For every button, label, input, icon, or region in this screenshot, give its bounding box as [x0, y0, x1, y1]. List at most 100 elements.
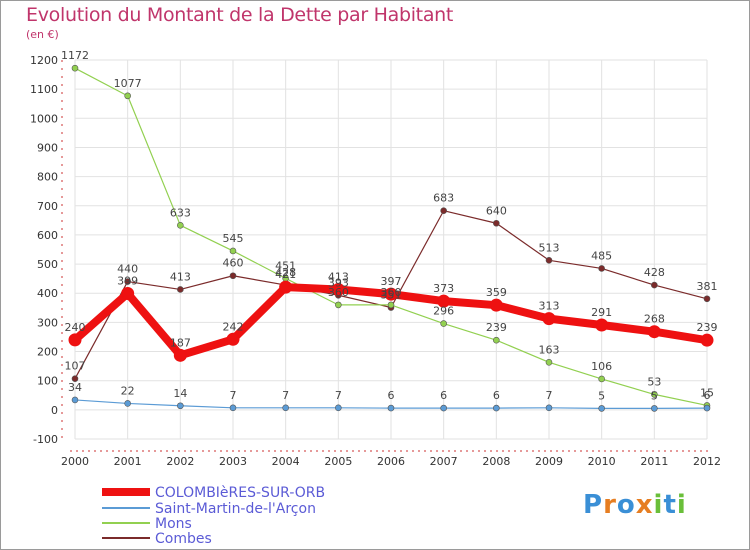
data-label: 7 [230, 389, 237, 402]
data-point [595, 318, 609, 332]
data-label: 6 [704, 389, 711, 402]
data-label: 240 [65, 321, 86, 334]
data-label: 239 [486, 321, 507, 334]
data-point [71, 396, 79, 404]
data-point [335, 404, 342, 412]
data-point [177, 286, 184, 293]
data-point [703, 404, 711, 412]
x-tick-label: 2006 [377, 455, 405, 468]
y-tick-label: 900 [37, 141, 58, 154]
data-point [489, 298, 503, 312]
legend-label: COLOMBIèRES-SUR-ORB [155, 485, 325, 501]
legend-label: Mons [155, 516, 192, 532]
data-label: 413 [328, 270, 349, 283]
data-label: 359 [486, 286, 507, 299]
data-point [493, 404, 500, 412]
data-label: 242 [223, 320, 244, 333]
data-point [387, 301, 395, 309]
x-tick-label: 2012 [693, 455, 721, 468]
data-point [173, 348, 187, 362]
data-label: 163 [539, 343, 560, 356]
data-point [68, 333, 82, 347]
data-point [226, 332, 240, 346]
chart-subtitle: (en €) [26, 28, 59, 41]
data-label: 1077 [114, 77, 142, 90]
data-label: 296 [433, 305, 454, 318]
data-label: 22 [121, 384, 135, 397]
data-label: 268 [644, 313, 665, 326]
data-point [545, 359, 553, 366]
y-tick-label: 1000 [30, 112, 58, 125]
data-label: 683 [433, 192, 454, 205]
data-label: 6 [388, 389, 395, 402]
y-tick-label: 1200 [30, 54, 58, 67]
data-point [703, 295, 711, 303]
data-label: 633 [170, 206, 191, 219]
data-label: 5 [598, 389, 605, 402]
data-label: 7 [546, 389, 553, 402]
data-point [124, 278, 131, 285]
legend-label: Combes [155, 531, 212, 547]
data-label: 187 [170, 336, 191, 349]
data-label: 545 [223, 232, 244, 245]
proxiti-logo: Proxiti [583, 490, 687, 520]
logo-letter: i [653, 490, 664, 520]
data-label: 106 [591, 360, 612, 373]
data-label: 1172 [61, 49, 89, 62]
x-tick-label: 2011 [640, 455, 668, 468]
data-point [437, 294, 451, 308]
data-point [279, 280, 293, 294]
data-label: 5 [651, 389, 658, 402]
data-label: 381 [697, 280, 718, 293]
data-label: 313 [539, 300, 560, 313]
data-point [493, 336, 500, 344]
data-label: 360 [381, 286, 402, 299]
data-label: 640 [486, 204, 507, 217]
data-label: 7 [335, 389, 342, 402]
data-point [651, 391, 658, 398]
data-label: 373 [433, 282, 454, 295]
data-point [542, 312, 556, 326]
data-point [440, 404, 447, 412]
y-tick-label: 700 [37, 200, 58, 213]
x-tick-label: 2005 [324, 455, 352, 468]
x-tick-label: 2004 [272, 455, 300, 468]
x-tick-label: 2000 [61, 455, 89, 468]
legend-label: Saint-Martin-de-l'Arçon [155, 501, 316, 517]
data-point [545, 404, 553, 412]
data-point [387, 404, 395, 412]
data-point [177, 222, 184, 229]
data-label: 7 [282, 389, 289, 402]
data-point [335, 301, 342, 309]
data-label: 107 [65, 360, 86, 373]
data-point [124, 92, 131, 100]
x-tick-label: 2007 [430, 455, 458, 468]
y-tick-label: 600 [37, 229, 58, 242]
data-label: 397 [381, 275, 402, 288]
y-tick-label: -100 [33, 433, 58, 446]
y-tick-label: 200 [37, 346, 58, 359]
data-point [177, 402, 184, 410]
y-tick-label: 800 [37, 171, 58, 184]
data-label: 451 [275, 259, 296, 272]
data-point [71, 64, 79, 72]
data-point [229, 272, 237, 280]
data-point [229, 247, 237, 255]
data-point [651, 405, 658, 412]
y-tick-label: 500 [37, 258, 58, 271]
data-label: 393 [328, 276, 349, 289]
data-point [282, 404, 289, 412]
data-point [545, 256, 553, 264]
data-point [598, 405, 605, 412]
data-point [71, 375, 79, 382]
data-label: 351 [381, 289, 402, 302]
data-point [647, 325, 661, 339]
y-tick-label: 1100 [30, 83, 58, 96]
data-point [651, 281, 658, 289]
logo-letter: t [663, 490, 677, 520]
data-label: 6 [440, 389, 447, 402]
chart-title: Evolution du Montant de la Dette par Hab… [26, 4, 454, 26]
x-tick-label: 2001 [114, 455, 142, 468]
y-tick-label: 100 [37, 375, 58, 388]
